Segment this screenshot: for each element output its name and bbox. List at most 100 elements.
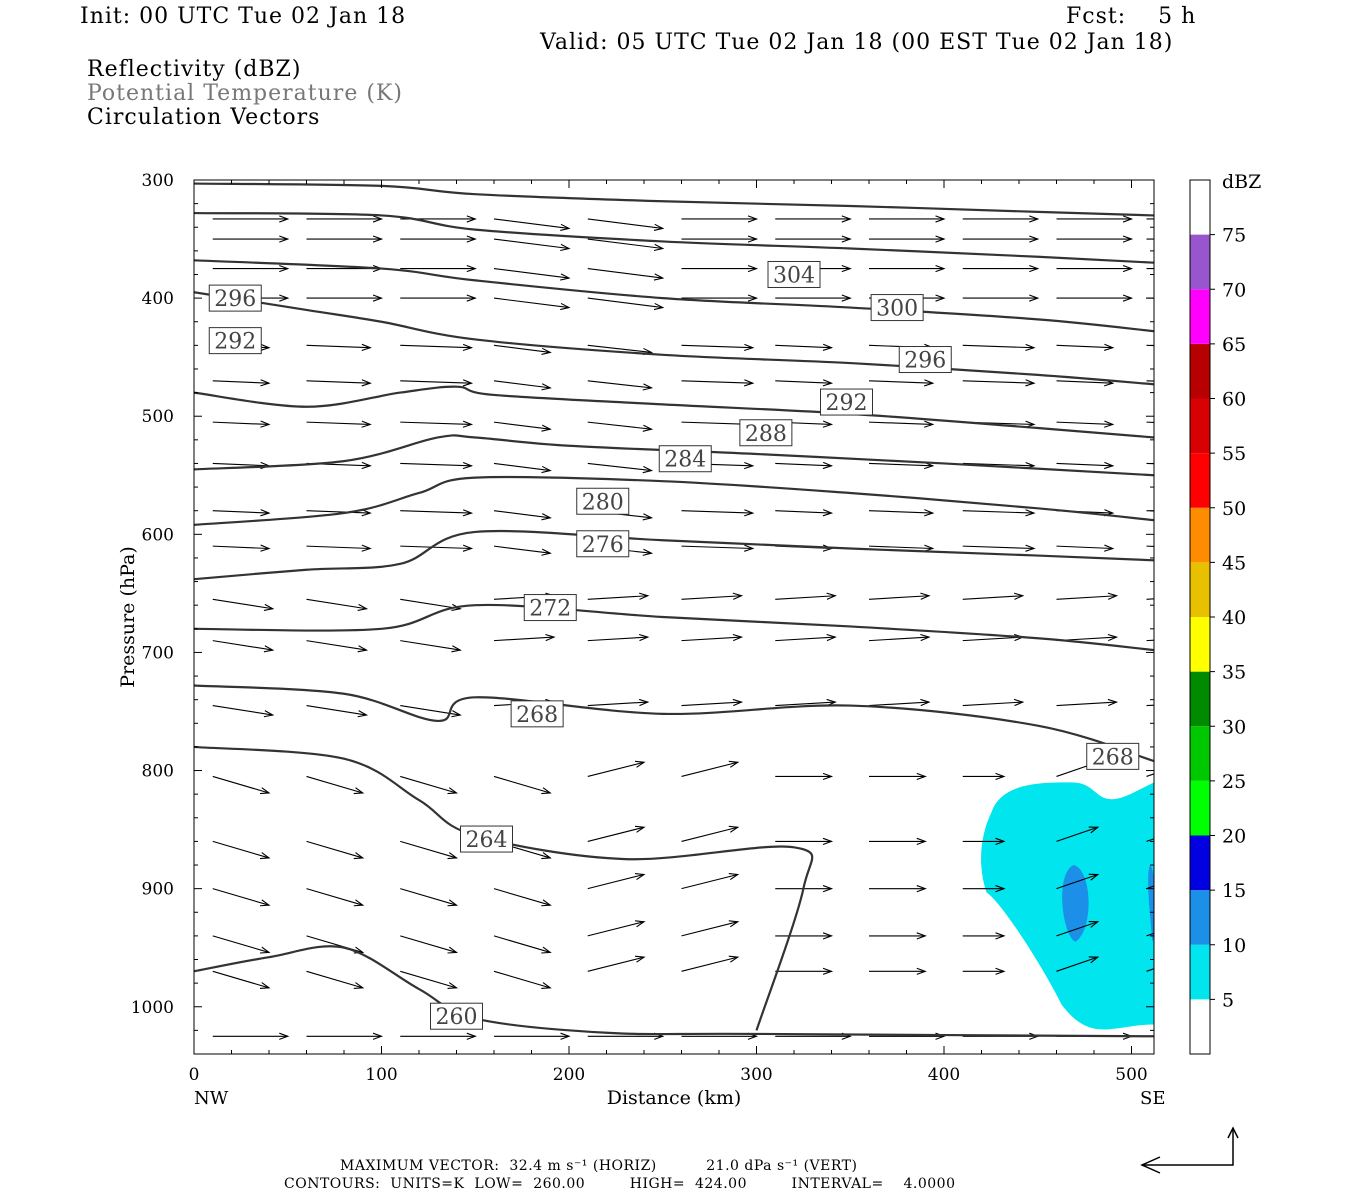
vector-arrowhead (1088, 920, 1100, 928)
vector-arrowhead (822, 932, 834, 940)
vector-arrow (587, 701, 648, 707)
contour-label-box (658, 445, 712, 473)
vector-arrowhead (1213, 216, 1221, 222)
theta-contour (194, 434, 1154, 477)
vector-arrowhead (372, 215, 384, 223)
vector-arrowhead (1104, 343, 1115, 351)
reference-vector-icon (1140, 1126, 1239, 1174)
vector-arrow (587, 268, 663, 279)
contour-label-box (898, 346, 952, 374)
vector-arrowhead (728, 873, 740, 880)
vector-arrowhead (1122, 215, 1134, 223)
vector-arrow (587, 218, 663, 229)
theta-contour (194, 603, 1154, 652)
vector-arrow (493, 775, 551, 794)
vector-arrow (681, 701, 742, 707)
vector-arrow (400, 640, 461, 651)
vector-arrowhead (541, 548, 552, 556)
vector-arrow (868, 421, 933, 426)
vector-arrowhead (451, 710, 462, 718)
vector-arrowhead (541, 513, 552, 521)
vector-arrowhead (1025, 544, 1036, 552)
vector-arrow (681, 921, 738, 937)
vector-arrowhead (1179, 957, 1188, 963)
vector-arrowhead (634, 825, 646, 833)
x-axis-label: Distance (km) (607, 1087, 742, 1109)
vector-arrowhead (924, 509, 935, 517)
vector-arrowhead (1107, 633, 1119, 642)
contour-label-box (767, 260, 821, 288)
vector-arrowhead (357, 710, 369, 718)
vector-arrowhead (1088, 873, 1100, 881)
colorbar-label: 50 (1222, 498, 1246, 520)
vector-arrowhead (826, 592, 837, 600)
vector-arrowhead (372, 235, 384, 243)
vector-arrowhead (541, 787, 552, 795)
colorbar-segment (1190, 289, 1210, 344)
vector-arrow (400, 510, 472, 514)
vector-arrowhead (634, 955, 646, 963)
vector-arrowhead (353, 899, 365, 907)
colorbar-segment (1190, 562, 1210, 617)
vector-arrowhead (1025, 509, 1036, 517)
vector-arrowhead (822, 343, 834, 351)
vector-arrowhead (372, 294, 384, 302)
vector-arrowhead (259, 982, 271, 989)
y-tick-label: 400 (142, 289, 174, 309)
contour-label: 296 (214, 287, 256, 312)
vector-arrowhead (1213, 265, 1221, 271)
vector-arrow (868, 380, 933, 384)
vector-arrowhead (935, 215, 946, 223)
colorbar-segment (1190, 999, 1210, 1054)
vector-arrowhead (361, 461, 372, 470)
vector-arrowhead (822, 772, 834, 781)
theta-contour (194, 745, 814, 1031)
contour-label-box (208, 284, 262, 312)
vector-arrowhead (560, 273, 571, 281)
vector-arrow (868, 701, 930, 707)
vector-arrowhead (653, 243, 665, 252)
vector-arrowhead (995, 837, 1006, 846)
vector-arrow (306, 421, 371, 426)
vector-arrowhead (841, 215, 852, 223)
contour-label: 292 (826, 391, 868, 416)
vector-arrow (212, 775, 270, 794)
vector-arrowhead (744, 461, 755, 470)
vector-arrowhead (642, 466, 654, 474)
vector-arrowhead (924, 379, 935, 387)
vector-arrowhead (361, 544, 372, 552)
vector-arrow (493, 510, 551, 519)
vector-arrow (681, 344, 753, 349)
reflectivity-layer (981, 782, 1154, 1030)
vector-arrow (962, 462, 1035, 467)
vector-arrow (587, 297, 663, 309)
vector-arrowhead (1104, 420, 1115, 428)
vector-arrowhead (260, 544, 271, 552)
max-vector-note: MAXIMUM VECTOR: 32.4 m s⁻¹ (HORIZ) 21.0 … (340, 1158, 858, 1174)
vector-arrowhead (260, 509, 271, 517)
vector-arrow (306, 705, 367, 716)
x-tick-label: 400 (928, 1065, 960, 1085)
vector-arrow (493, 636, 555, 642)
vector-arrowhead (1179, 874, 1188, 880)
vector-arrowhead (1104, 544, 1115, 552)
vector-arrowhead (1122, 294, 1134, 302)
vector-arrowhead (747, 215, 759, 223)
theta-contour (194, 259, 1154, 333)
vector-arrowhead (732, 592, 744, 600)
vector-arrow (587, 421, 652, 430)
colorbar-label: 35 (1222, 662, 1246, 684)
contour-label-box (208, 327, 262, 355)
vector-arrow (868, 636, 930, 642)
colorbar-label: 20 (1222, 826, 1246, 848)
vector-arrowhead (1088, 956, 1100, 964)
colorbar-label: 25 (1222, 771, 1246, 793)
vector-arrow (400, 888, 457, 906)
vector-arrow (306, 840, 363, 859)
vector-arrow (212, 421, 270, 426)
vector-arrow (962, 595, 1023, 600)
vector-arrow (493, 238, 570, 250)
vector-arrowhead (916, 932, 927, 940)
vector-arrowhead (935, 235, 946, 243)
vector-arrow (775, 595, 836, 600)
